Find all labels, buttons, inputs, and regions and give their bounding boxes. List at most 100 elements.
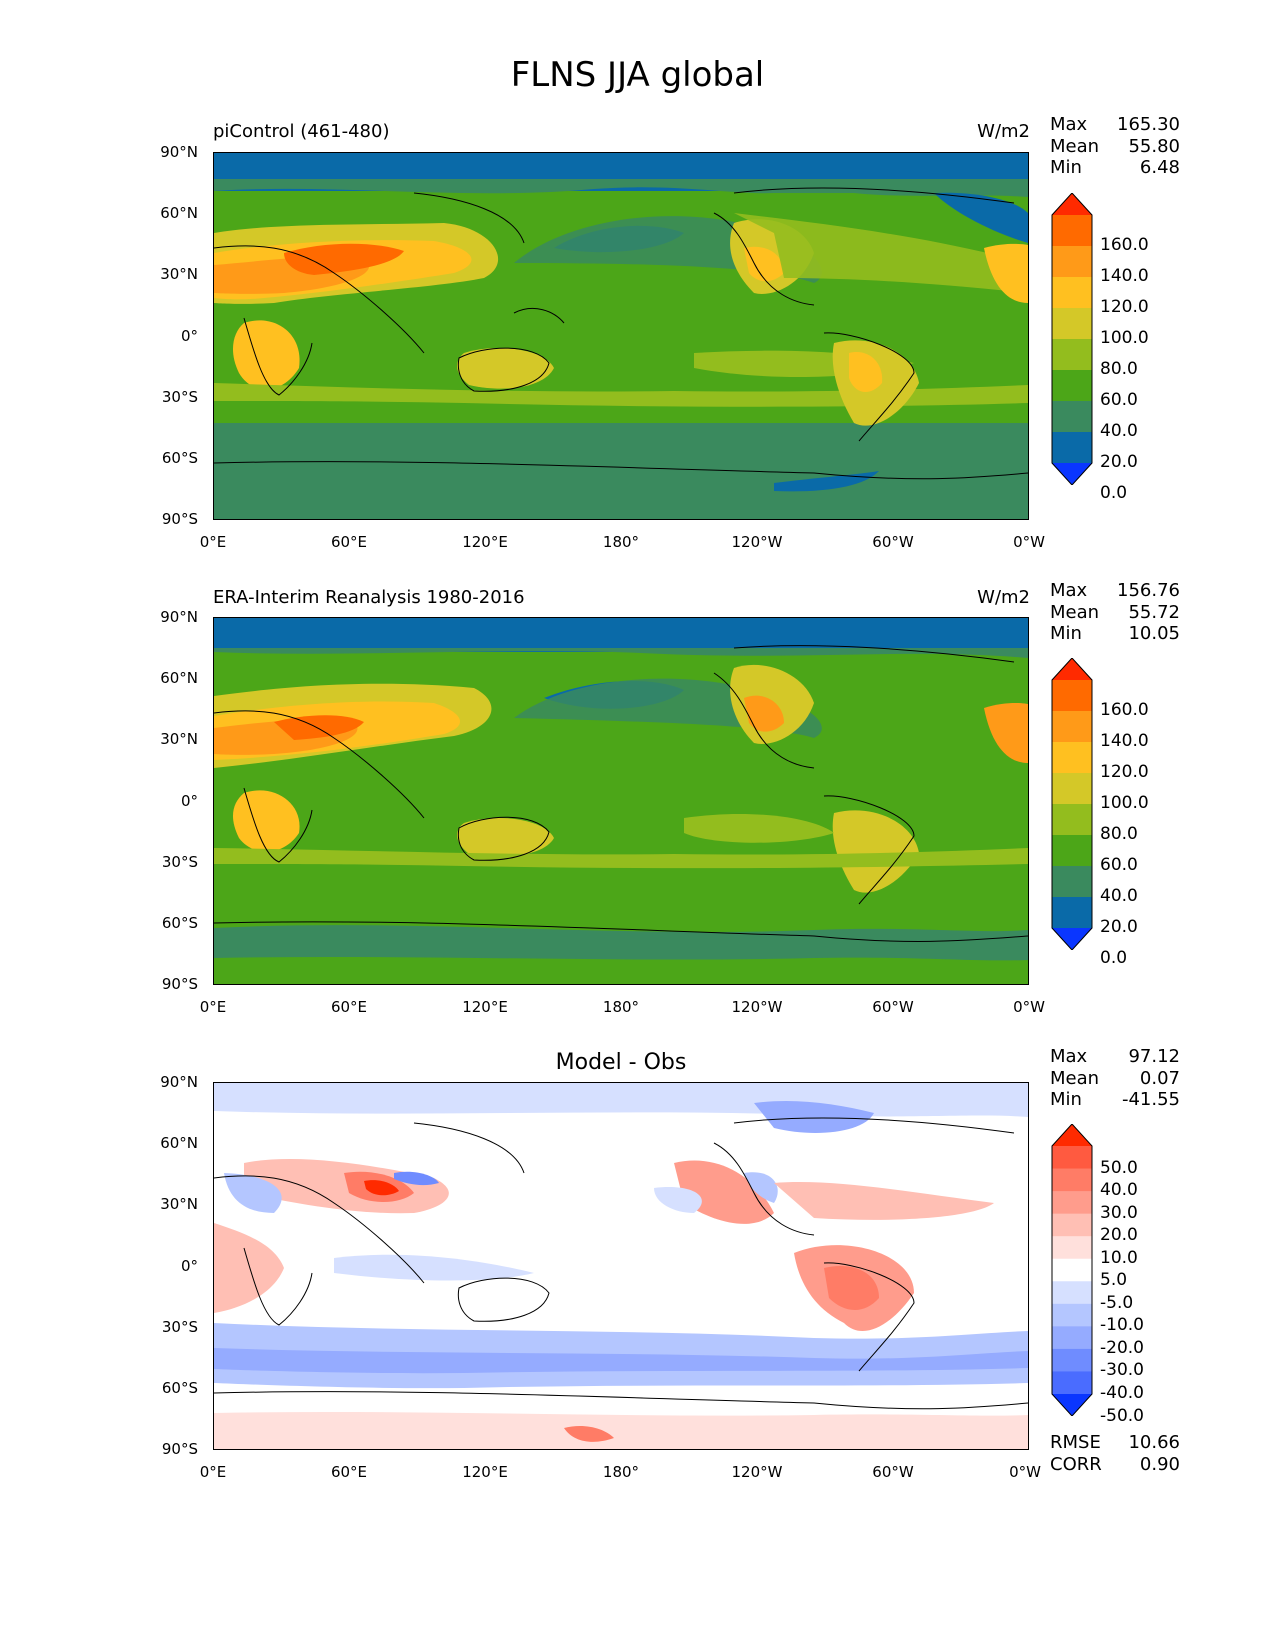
panel-2-stats: Max 156.76 Mean 55.72 Min 10.05	[1050, 580, 1180, 644]
colorbar-segment	[1052, 1326, 1092, 1350]
panel-2-ytick-30s: 30°S	[161, 853, 198, 871]
panel-2-xtick-60e: 60°E	[330, 998, 368, 1016]
panel-1-units: W/m2	[977, 121, 1030, 142]
panel-3-ytick-90n: 90°N	[160, 1073, 198, 1091]
colorbar-segment	[1052, 897, 1092, 929]
colorbar-outline	[1051, 1124, 1093, 1416]
panel-1-xtick-120w: 120°W	[731, 533, 783, 551]
colorbar-outline	[1051, 193, 1093, 485]
colorbar-label: 60.0	[1100, 390, 1138, 410]
panel-1-ytick-30n: 30°N	[160, 265, 198, 283]
colorbar-label: 60.0	[1100, 855, 1138, 875]
colorbar-segment	[1052, 680, 1092, 712]
colorbar-label: -20.0	[1100, 1337, 1144, 1358]
colorbar-segment	[1052, 804, 1092, 836]
colorbar-label: 100.0	[1100, 328, 1149, 348]
colorbar-extend-top	[1052, 658, 1092, 680]
colorbar-extend-bottom	[1052, 1394, 1092, 1416]
colorbar-segment	[1052, 370, 1092, 402]
panel-1-ytick-30s: 30°S	[161, 388, 198, 406]
colorbar-label: 20.0	[1100, 452, 1138, 472]
panel-2-ytick-90s: 90°S	[161, 975, 198, 993]
colorbar-segment	[1052, 215, 1092, 247]
panel-3-title: Model - Obs	[555, 1050, 687, 1075]
colorbar-label: 20.0	[1100, 917, 1138, 937]
colorbar-label: 40.0	[1100, 886, 1138, 906]
colorbar-segment	[1052, 432, 1092, 464]
colorbar-label: 10.0	[1100, 1247, 1138, 1268]
colorbar-label: 160.0	[1100, 235, 1149, 255]
colorbar-segment	[1052, 277, 1092, 309]
panel-3-xtick-120w: 120°W	[731, 1463, 783, 1481]
panel-1-xtick-0e: 0°E	[199, 533, 227, 551]
colorbar-label: 140.0	[1100, 266, 1149, 286]
panel-3-xtick-60w: 60°W	[872, 1463, 914, 1481]
colorbar-segment	[1052, 401, 1092, 433]
colorbar-label: 20.0	[1100, 1225, 1138, 1246]
colorbar-label: 30.0	[1100, 1202, 1138, 1223]
panel-2-xtick-180: 180°	[602, 998, 640, 1016]
colorbar-segment	[1052, 1281, 1092, 1305]
colorbar-segment	[1052, 339, 1092, 371]
panel-2-ytick-60s: 60°S	[161, 914, 198, 932]
panel-2-ytick-30n: 30°N	[160, 730, 198, 748]
panel-2-xtick-0w: 0°W	[1013, 998, 1045, 1016]
panel-3-ytick-60n: 60°N	[160, 1134, 198, 1152]
colorbar-label: 120.0	[1100, 297, 1149, 317]
colorbar-label: 50.0	[1100, 1157, 1138, 1178]
panel-3-colorbar	[1051, 1124, 1093, 1416]
colorbar-segment	[1052, 1191, 1092, 1215]
panel-1-xtick-120e: 120°E	[462, 533, 508, 551]
colorbar-label: -10.0	[1100, 1315, 1144, 1336]
colorbar-label: -40.0	[1100, 1383, 1144, 1403]
panel-3-extra-stats: RMSE 10.66 CORR 0.90	[1050, 1432, 1180, 1475]
colorbar-label: 100.0	[1100, 793, 1149, 813]
colorbar-label: 140.0	[1100, 731, 1149, 751]
panel-3-ytick-0: 0°	[180, 1257, 198, 1275]
panel-1-ytick-90n: 90°N	[160, 143, 198, 161]
colorbar-extend-bottom	[1052, 463, 1092, 485]
panel-1-ytick-0: 0°	[180, 327, 198, 345]
colorbar-label: 0.0	[1100, 948, 1128, 968]
colorbar-segment	[1052, 1168, 1092, 1192]
panel-3-xtick-60e: 60°E	[330, 1463, 368, 1481]
panel-1-xtick-180: 180°	[602, 533, 640, 551]
panel-2-xtick-60w: 60°W	[872, 998, 914, 1016]
panel-3-stats: Max 97.12 Mean 0.07 Min -41.55	[1050, 1046, 1180, 1110]
colorbar-label: 120.0	[1100, 762, 1149, 782]
panel-1-ytick-90s: 90°S	[161, 510, 198, 528]
panel-1-ytick-60s: 60°S	[161, 449, 198, 467]
colorbar-label: -30.0	[1100, 1360, 1144, 1381]
colorbar-extend-top	[1052, 193, 1092, 215]
panel-2-title: ERA-Interim Reanalysis 1980-2016	[213, 587, 525, 608]
panel-2-colorbar	[1051, 658, 1093, 950]
colorbar-extend-top	[1052, 1124, 1092, 1146]
panel-2-map	[213, 617, 1029, 985]
colorbar-label: 40.0	[1100, 1180, 1138, 1201]
panel-1-ytick-60n: 60°N	[160, 204, 198, 222]
colorbar-segment	[1052, 773, 1092, 805]
panel-1-title: piControl (461-480)	[213, 121, 390, 142]
panel-1-colorbar	[1051, 193, 1093, 485]
colorbar-segment	[1052, 1236, 1092, 1260]
panel-3-ytick-30s: 30°S	[161, 1318, 198, 1336]
colorbar-label: 80.0	[1100, 824, 1138, 844]
panel-2-xtick-120w: 120°W	[731, 998, 783, 1016]
colorbar-segment	[1052, 866, 1092, 898]
colorbar-segment	[1052, 1213, 1092, 1237]
panel-1-xtick-60w: 60°W	[872, 533, 914, 551]
colorbar-segment	[1052, 742, 1092, 774]
colorbar-label: -5.0	[1100, 1292, 1134, 1313]
panel-2-ytick-60n: 60°N	[160, 669, 198, 687]
panel-3-xtick-180: 180°	[602, 1463, 640, 1481]
panel-3-ytick-60s: 60°S	[161, 1379, 198, 1397]
colorbar-extend-bottom	[1052, 928, 1092, 950]
panel-1-xtick-60e: 60°E	[330, 533, 368, 551]
colorbar-segment	[1052, 1146, 1092, 1170]
colorbar-label: 160.0	[1100, 700, 1149, 720]
panel-3-xtick-0w: 0°W	[1009, 1463, 1041, 1481]
colorbar-segment	[1052, 1258, 1092, 1282]
panel-1-stats: Max 165.30 Mean 55.80 Min 6.48	[1050, 114, 1180, 178]
panel-3-ytick-30n: 30°N	[160, 1195, 198, 1213]
colorbar-label: 5.0	[1100, 1270, 1128, 1291]
